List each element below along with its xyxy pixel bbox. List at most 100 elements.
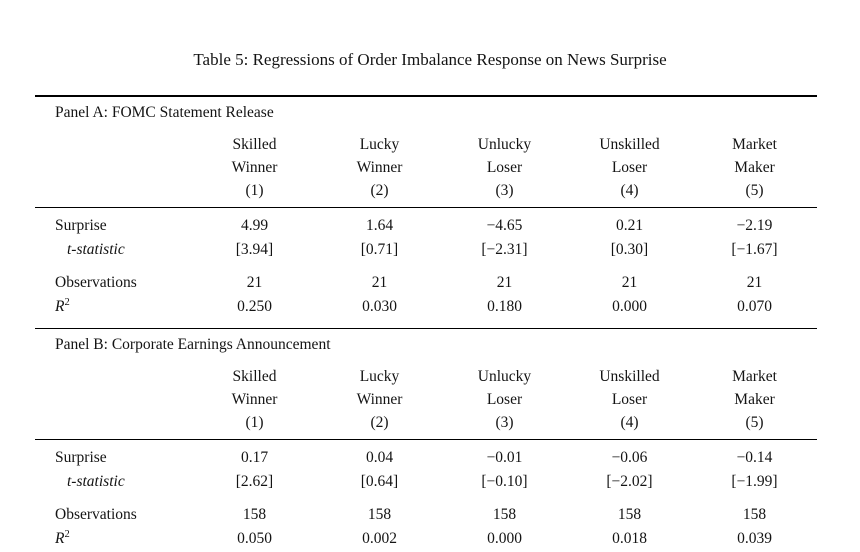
regression-table-body: Panel A: FOMC Statement Release Skilled Wi…: [35, 95, 818, 552]
column-header-row: Skilled Winner (1) Lucky Winner (2) Unlucky Los…: [35, 126, 818, 208]
cell-value: 0.250: [237, 298, 272, 315]
cell-value: −0.14: [736, 449, 773, 466]
column-header-line2: Winner: [356, 391, 403, 408]
row-label: Surprise: [35, 208, 192, 239]
column-header-number: (1): [245, 182, 264, 199]
cell-value: 0.000: [442, 527, 567, 552]
cell-value: 158: [367, 506, 392, 523]
column-header-number: (4): [620, 182, 639, 199]
cell-value: 1.64: [365, 217, 394, 234]
table-title: Table 5: Regressions of Order Imbalance …: [193, 50, 667, 69]
column-header-number: (2): [370, 182, 389, 199]
column-header-line1: Unlucky: [477, 136, 532, 153]
column-header-number: (2): [370, 414, 389, 431]
cell-value: 158: [617, 506, 642, 523]
column-header-line1: Skilled: [232, 136, 277, 153]
row-label: t-statistic: [35, 238, 192, 262]
column-header-line1: Market: [732, 136, 777, 153]
row-label: Surprise: [35, 440, 192, 471]
cell-value: [−0.10]: [481, 473, 528, 490]
cell-value: −0.01: [486, 449, 523, 466]
row-label: Observations: [35, 262, 192, 295]
table-row: Surprise 4.99 1.64 −4.65 0.21 −2.19: [35, 208, 817, 239]
table-row: R2 0.250 0.030 0.180 0.000 0.070: [35, 295, 817, 329]
row-label: R2: [35, 527, 192, 552]
table-row: t-statistic [2.62] [0.64] [−0.10] [−2.02] [−1…: [35, 470, 817, 494]
row-label-text: Observations: [55, 274, 137, 291]
cell-value: [0.71]: [360, 241, 399, 258]
table-row: Observations 21 21 21 21 21: [35, 262, 817, 295]
panel-row: Panel B: Corporate Earnings Announcement: [35, 328, 818, 358]
cell-value: −2.19: [736, 217, 773, 234]
column-header: Skilled Winner (1): [192, 126, 317, 208]
column-header-number: (5): [745, 182, 764, 199]
row-label-text: Observations: [55, 506, 137, 523]
cell-value: 0.018: [567, 527, 692, 552]
cell-value: 21: [371, 274, 388, 291]
row-label-spacer: [35, 126, 192, 208]
column-header-number: (3): [495, 182, 514, 199]
cell-value: 21: [621, 274, 638, 291]
cell-value: 4.99: [240, 217, 269, 234]
column-header: Lucky Winner (2): [317, 358, 442, 440]
panel-label: Panel A: FOMC Statement Release: [35, 95, 818, 126]
row-label-text: Surprise: [55, 217, 107, 234]
row-label-spacer: [35, 358, 192, 440]
column-header-line2: Loser: [611, 391, 648, 408]
column-header-line1: Skilled: [232, 368, 277, 385]
cell-value: [−1.99]: [731, 473, 778, 490]
cell-value: [−2.02]: [606, 473, 653, 490]
cell-value: [0.64]: [360, 473, 399, 490]
column-header-line1: Unskilled: [599, 368, 660, 385]
regression-table: Panel A: FOMC Statement Release Skilled Wi…: [35, 95, 818, 552]
cell-value: 0.070: [737, 298, 772, 315]
column-header-line1: Unlucky: [477, 368, 532, 385]
table-row: Observations 158 158 158 158 158: [35, 494, 817, 527]
cell-value: 0.04: [365, 449, 394, 466]
column-header: Unskilled Loser (4): [567, 126, 692, 208]
cell-value: 158: [492, 506, 517, 523]
column-header-number: (4): [620, 414, 639, 431]
cell-value: [0.30]: [610, 241, 649, 258]
row-label-text: Surprise: [55, 449, 107, 466]
column-header: Unlucky Loser (3): [442, 126, 567, 208]
column-header-line1: Market: [732, 368, 777, 385]
column-header-line2: Maker: [734, 159, 775, 176]
column-header-line2: Winner: [356, 159, 403, 176]
cell-value: [3.94]: [235, 241, 274, 258]
column-header: Unskilled Loser (4): [567, 358, 692, 440]
cell-value: 0.002: [317, 527, 442, 552]
cell-value: [−1.67]: [731, 241, 778, 258]
panel-row: Panel A: FOMC Statement Release: [35, 95, 818, 126]
column-header-line2: Loser: [611, 159, 648, 176]
table-row: R2 0.050 0.002 0.000 0.018 0.039: [35, 527, 818, 552]
column-header-line2: Loser: [486, 159, 523, 176]
column-header: Unlucky Loser (3): [442, 358, 567, 440]
cell-value: 21: [246, 274, 263, 291]
cell-value: 0.030: [362, 298, 397, 315]
row-label-text: R: [55, 530, 65, 547]
column-header-line2: Winner: [231, 391, 278, 408]
cell-value: 0.050: [192, 527, 317, 552]
cell-value: 21: [746, 274, 763, 291]
row-label-superscript: 2: [64, 296, 70, 308]
cell-value: 158: [742, 506, 767, 523]
column-header: Lucky Winner (2): [317, 126, 442, 208]
cell-value: 21: [496, 274, 513, 291]
panel-label: Panel B: Corporate Earnings Announcement: [35, 328, 818, 358]
column-header-number: (3): [495, 414, 514, 431]
row-label-text: t-statistic: [67, 473, 125, 490]
cell-value: 0.039: [692, 527, 818, 552]
row-label-superscript: 2: [64, 528, 70, 540]
row-label: R2: [35, 295, 192, 329]
cell-value: −4.65: [486, 217, 523, 234]
column-header: Market Maker (5): [692, 126, 818, 208]
table-row: t-statistic [3.94] [0.71] [−2.31] [0.30] [−1.…: [35, 238, 817, 262]
column-header: Market Maker (5): [692, 358, 818, 440]
column-header-number: (5): [745, 414, 764, 431]
column-header-line1: Unskilled: [599, 136, 660, 153]
column-header: Skilled Winner (1): [192, 358, 317, 440]
row-label: Observations: [35, 494, 192, 527]
row-label: t-statistic: [35, 470, 192, 494]
